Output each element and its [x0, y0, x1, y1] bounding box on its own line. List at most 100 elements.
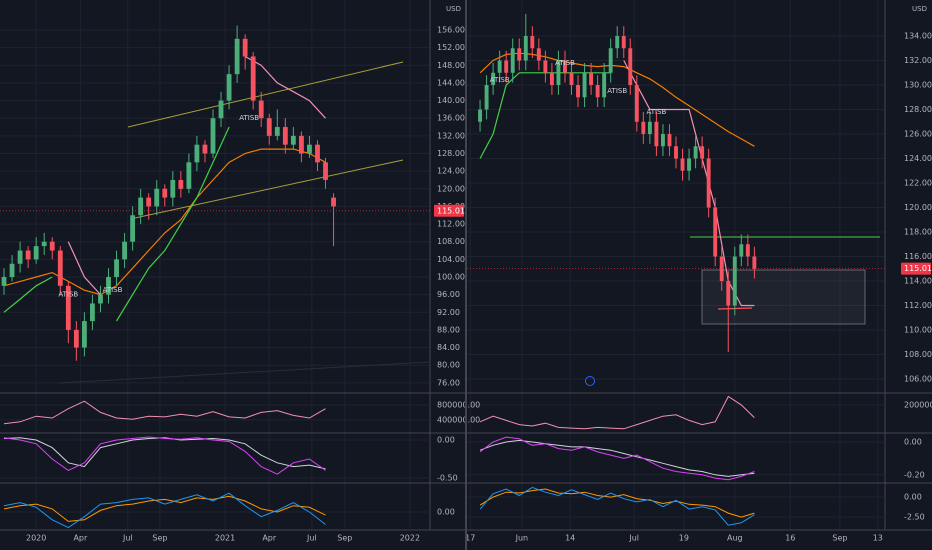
candle-body	[745, 244, 750, 257]
y-tick-label: 132.00	[437, 131, 465, 140]
y-tick-label: 152.00	[437, 43, 465, 52]
y-tick-label: 106.00	[904, 375, 932, 384]
indicator-line	[3, 126, 230, 322]
y-tick-label: 126.00	[904, 130, 932, 139]
grid-layer	[0, 0, 932, 531]
candle-body	[33, 246, 39, 260]
candle-body	[242, 38, 248, 57]
candle-body	[65, 285, 71, 330]
candle-body	[315, 144, 320, 163]
y-tick-label: 92.00	[437, 308, 460, 317]
candle-body	[680, 158, 685, 171]
candle-body	[266, 118, 272, 136]
candle-body	[114, 259, 119, 277]
y-tick-label: 124.00	[904, 154, 932, 163]
indicator-line	[623, 60, 755, 307]
x-tick-label: 16	[785, 534, 795, 543]
x-tick-label: Jul	[628, 534, 639, 543]
candle-body	[49, 241, 55, 251]
y-tick-label: 128.00	[904, 105, 932, 114]
indicator-line	[67, 55, 326, 296]
y-tick-label: 118.00	[904, 228, 932, 237]
pane-line	[3, 436, 326, 475]
candle-body	[154, 188, 160, 207]
y-tick-label: 112.00	[437, 220, 465, 229]
y-tick-label: 128.00	[437, 149, 465, 158]
y-tick-label: 84.00	[437, 343, 460, 352]
signal-label: ATISB	[490, 76, 510, 84]
candle-body	[170, 179, 176, 198]
candle-body	[90, 303, 95, 322]
candle-body	[194, 144, 200, 163]
y-tick-label: 104.00	[437, 255, 465, 264]
candle-body	[290, 135, 296, 145]
candle-body	[162, 188, 168, 198]
y-tick-label: 124.00	[437, 167, 465, 176]
candle-body	[706, 158, 711, 208]
last-price-label: 115.01	[904, 264, 932, 273]
x-tick-label: 2022	[400, 534, 420, 543]
candle-body	[732, 256, 737, 306]
candle-body	[178, 179, 184, 189]
candle-body	[146, 197, 152, 207]
candle-body	[647, 121, 652, 135]
y-tick-label: 108.00	[904, 350, 932, 359]
candle-body	[234, 38, 240, 75]
y-tick-label: 120.00	[904, 203, 932, 212]
candle-body	[713, 207, 718, 257]
candle-body	[582, 72, 587, 98]
marks: 2020 Apr Jul Sep 2021 Apr Jul Sep 2022 76.00 80.00…	[0, 5, 932, 543]
last-price-tag	[901, 262, 931, 275]
candle-body	[608, 48, 613, 73]
candle-body	[323, 162, 328, 180]
trend-line	[127, 61, 404, 128]
y-tick-label: 80.00	[437, 361, 460, 370]
x-tick-label: Jul	[122, 534, 133, 543]
x-tick-label: 17	[465, 534, 475, 543]
x-tick-label: Aug	[727, 534, 743, 543]
candle-body	[81, 321, 87, 348]
candle-body	[57, 250, 63, 286]
y-tick-label: 112.00	[904, 301, 932, 310]
candle-body	[258, 100, 264, 119]
candle-body	[674, 146, 678, 159]
candle-body	[331, 197, 336, 207]
y-tick-label: 132.00	[904, 56, 932, 65]
last-price-label: 115.01	[437, 206, 465, 215]
y-tick-label: 140.00	[437, 96, 465, 105]
pane-tick-label: -0.20	[904, 470, 925, 479]
x-tick-label: Jul	[306, 534, 317, 543]
y-tick-label: 134.00	[904, 32, 932, 41]
candle-body	[250, 56, 256, 101]
event-icon	[585, 376, 595, 386]
y-tick-label: 96.00	[437, 290, 460, 299]
candle-body	[73, 329, 79, 348]
candle-body	[589, 72, 594, 86]
candle-body	[226, 74, 232, 101]
signal-label: ATISB	[646, 108, 666, 116]
candle-body	[530, 36, 535, 49]
candle-body	[1, 276, 7, 286]
candle-body	[202, 144, 208, 154]
pane-tick-label: -0.50	[437, 473, 458, 482]
pane-tick-label: 800000.00	[437, 400, 480, 409]
y-tick-label: 120.00	[437, 184, 465, 193]
candle-body	[9, 263, 15, 277]
candle-body	[307, 144, 312, 154]
signal-label: ATISB	[607, 87, 627, 95]
y-tick-label: 100.00	[437, 272, 465, 281]
pane-line	[479, 395, 755, 430]
candle-body	[497, 60, 502, 73]
x-tick-label: Sep	[832, 534, 847, 543]
y-tick-label: 156.00	[437, 25, 465, 34]
candle-body	[517, 48, 522, 61]
pane-line	[479, 436, 755, 481]
candle-body	[752, 256, 757, 269]
pane-line	[479, 439, 755, 477]
candle-body	[667, 134, 672, 147]
candle-body	[510, 48, 515, 73]
x-tick-label: Jun	[515, 534, 529, 543]
x-tick-label: Sep	[152, 534, 167, 543]
x-tick-label: Sep	[337, 534, 352, 543]
